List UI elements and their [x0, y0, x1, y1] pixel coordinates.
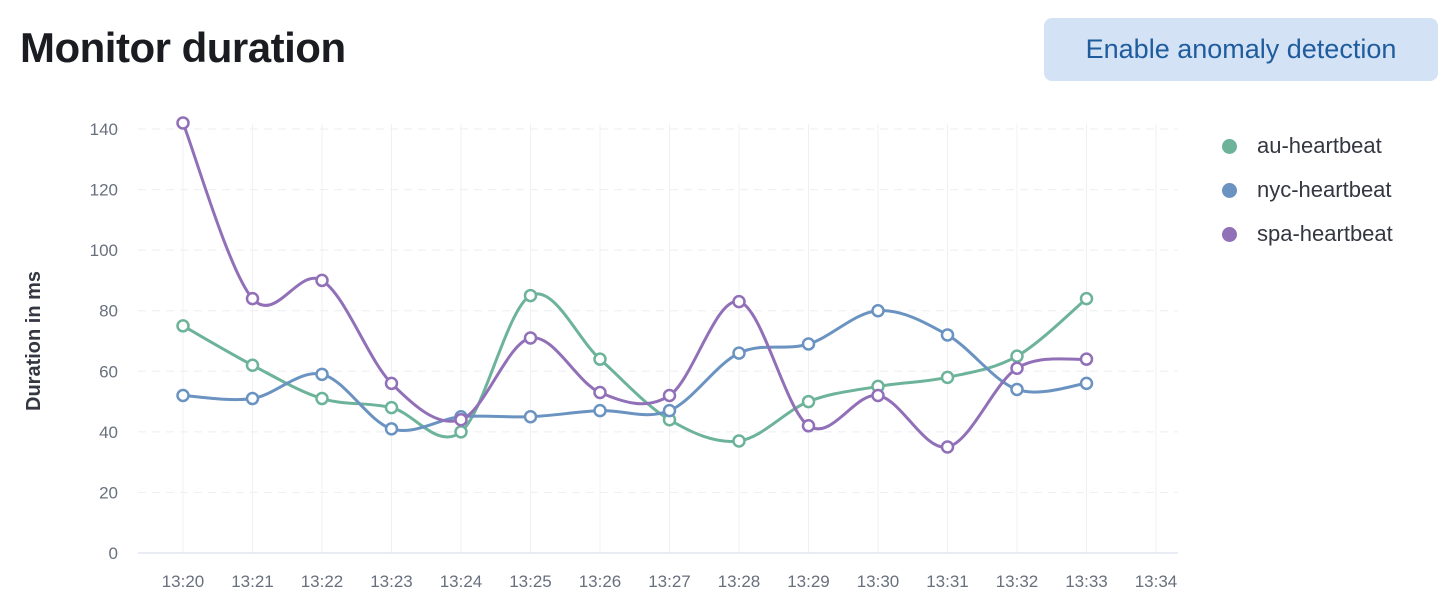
- data-point-spa-heartbeat[interactable]: [871, 388, 885, 403]
- y-tick-label: 80: [99, 302, 118, 321]
- data-point-au-heartbeat[interactable]: [940, 370, 955, 385]
- x-tick-label: 13:20: [162, 572, 205, 591]
- y-tick-label: 120: [90, 181, 118, 200]
- data-point-au-heartbeat[interactable]: [315, 391, 329, 406]
- page-title: Monitor duration: [20, 24, 346, 71]
- data-point-spa-heartbeat[interactable]: [940, 440, 955, 454]
- data-point-spa-heartbeat[interactable]: [315, 273, 329, 288]
- x-tick-label: 13:22: [301, 572, 344, 591]
- data-point-au-heartbeat[interactable]: [732, 434, 746, 448]
- x-tick-label: 13:27: [648, 572, 691, 591]
- x-tick-label: 13:23: [370, 572, 413, 591]
- x-tick-label: 13:24: [440, 572, 483, 591]
- y-tick-label: 0: [109, 544, 118, 563]
- data-point-spa-heartbeat[interactable]: [732, 294, 746, 309]
- data-point-spa-heartbeat[interactable]: [454, 412, 468, 427]
- enable-anomaly-detection-button[interactable]: Enable anomaly detection: [1044, 18, 1438, 81]
- series-line-au-heartbeat: [182, 292, 1088, 443]
- y-axis-label: Duration in ms: [23, 271, 45, 411]
- data-point-au-heartbeat[interactable]: [454, 425, 468, 439]
- data-point-au-heartbeat[interactable]: [176, 319, 190, 333]
- x-tick-label: 13:31: [926, 572, 969, 591]
- y-tick-label: 40: [99, 423, 118, 442]
- data-point-au-heartbeat[interactable]: [1010, 349, 1024, 363]
- x-tick-label: 13:28: [718, 572, 761, 591]
- data-point-nyc-heartbeat[interactable]: [384, 422, 399, 436]
- x-tick-label: 13:29: [787, 572, 830, 591]
- data-point-nyc-heartbeat[interactable]: [1079, 376, 1094, 391]
- data-point-nyc-heartbeat[interactable]: [1010, 382, 1024, 397]
- data-point-au-heartbeat[interactable]: [593, 352, 607, 366]
- y-tick-label: 100: [90, 241, 118, 260]
- data-point-spa-heartbeat[interactable]: [1079, 352, 1094, 366]
- x-tick-label: 13:26: [579, 572, 622, 591]
- data-point-spa-heartbeat[interactable]: [523, 331, 538, 345]
- data-point-nyc-heartbeat[interactable]: [871, 303, 885, 318]
- data-point-nyc-heartbeat[interactable]: [940, 328, 955, 342]
- data-point-spa-heartbeat[interactable]: [176, 116, 190, 130]
- x-tick-label: 13:25: [509, 572, 552, 591]
- data-point-spa-heartbeat[interactable]: [801, 419, 816, 433]
- data-point-nyc-heartbeat[interactable]: [732, 346, 746, 360]
- legend-label: au-heartbeat: [1257, 133, 1382, 158]
- data-point-nyc-heartbeat[interactable]: [315, 367, 329, 382]
- legend-label: spa-heartbeat: [1257, 221, 1393, 246]
- legend-dot-icon: [1222, 138, 1237, 154]
- data-point-nyc-heartbeat[interactable]: [801, 337, 816, 351]
- data-point-au-heartbeat[interactable]: [245, 358, 260, 372]
- x-tick-label: 13:34: [1135, 572, 1178, 591]
- data-point-nyc-heartbeat[interactable]: [523, 409, 538, 424]
- legend-item-nyc-heartbeat[interactable]: nyc-heartbeat: [1222, 168, 1393, 212]
- data-point-nyc-heartbeat[interactable]: [245, 391, 260, 406]
- legend-dot-icon: [1222, 226, 1237, 242]
- legend-dot-icon: [1222, 182, 1237, 198]
- data-point-spa-heartbeat[interactable]: [662, 388, 677, 403]
- legend-label: nyc-heartbeat: [1257, 177, 1392, 202]
- data-point-au-heartbeat[interactable]: [1079, 291, 1094, 306]
- legend-item-spa-heartbeat[interactable]: spa-heartbeat: [1222, 212, 1393, 256]
- data-point-spa-heartbeat[interactable]: [593, 385, 607, 400]
- data-point-au-heartbeat[interactable]: [801, 394, 816, 409]
- legend: au-heartbeat nyc-heartbeat spa-heartbeat: [1222, 124, 1393, 256]
- y-tick-label: 140: [90, 120, 118, 139]
- x-tick-label: 13:33: [1065, 572, 1108, 591]
- data-point-nyc-heartbeat[interactable]: [662, 403, 677, 418]
- y-tick-label: 20: [99, 483, 118, 502]
- data-point-spa-heartbeat[interactable]: [1010, 361, 1024, 376]
- data-point-spa-heartbeat[interactable]: [384, 376, 399, 391]
- x-tick-label: 13:30: [857, 572, 900, 591]
- data-point-nyc-heartbeat[interactable]: [176, 388, 190, 403]
- data-point-au-heartbeat[interactable]: [384, 400, 399, 415]
- legend-item-au-heartbeat[interactable]: au-heartbeat: [1222, 124, 1393, 168]
- data-point-spa-heartbeat[interactable]: [245, 291, 260, 306]
- data-point-nyc-heartbeat[interactable]: [593, 403, 607, 418]
- x-tick-label: 13:21: [231, 572, 274, 591]
- x-tick-label: 13:32: [996, 572, 1039, 591]
- data-point-au-heartbeat[interactable]: [523, 288, 538, 303]
- y-tick-label: 60: [99, 362, 118, 381]
